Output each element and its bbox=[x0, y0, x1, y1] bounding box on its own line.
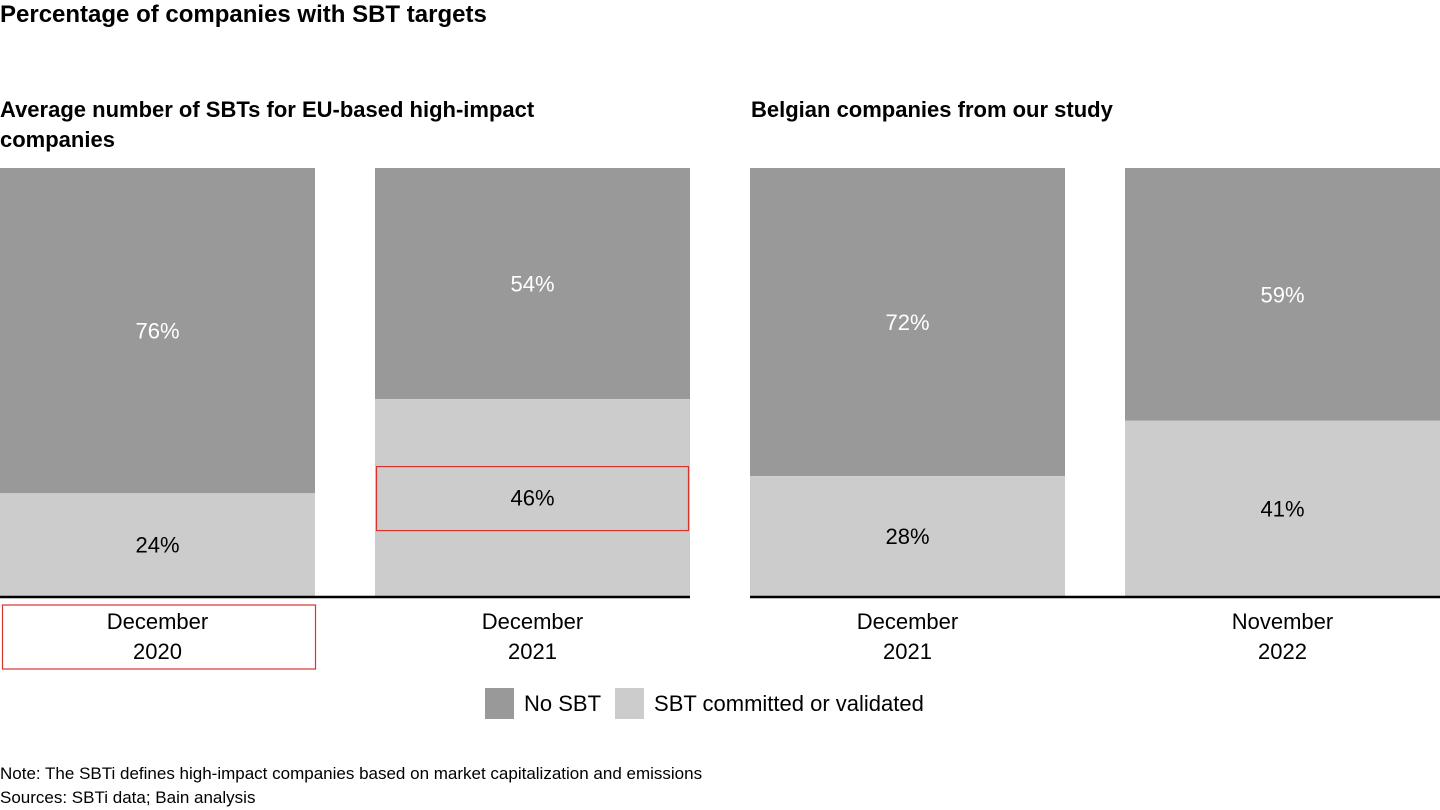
bar-committed-p1-c1 bbox=[1125, 420, 1440, 596]
bar-no-sbt-p1-c0 bbox=[750, 168, 1065, 477]
category-label-p1-c0-line1: December bbox=[857, 609, 958, 634]
label-committed-p1-c0: 28% bbox=[885, 524, 929, 549]
label-committed-p0-c1: 46% bbox=[510, 486, 554, 511]
legend: No SBT SBT committed or validated bbox=[485, 688, 938, 719]
label-committed-p0-c0: 24% bbox=[135, 533, 179, 558]
stacked-bar-chart: 76% 24% December 2020 54% 46% December 2021 72% 2… bbox=[0, 168, 1440, 670]
chart-title: Percentage of companies with SBT targets bbox=[0, 1, 487, 28]
category-label-p1-c1-line1: November bbox=[1232, 609, 1333, 634]
panel-title-eu: Average number of SBTs for EU-based high… bbox=[0, 97, 535, 152]
legend-swatch-committed bbox=[615, 688, 645, 719]
category-label-p0-c0-line2: 2020 bbox=[133, 639, 182, 664]
bar-no-sbt-p0-c1 bbox=[375, 168, 690, 400]
legend-label-no-sbt: No SBT bbox=[524, 690, 602, 716]
sources-text: Sources: SBTi data; Bain analysis bbox=[0, 788, 256, 807]
label-no-sbt-p0-c1: 54% bbox=[510, 272, 554, 297]
bar-committed-p0-c1 bbox=[375, 399, 690, 596]
legend-item-committed: SBT committed or validated bbox=[615, 688, 924, 719]
category-label-p1-c0-line2: 2021 bbox=[883, 639, 932, 664]
label-no-sbt-p1-c0: 72% bbox=[885, 310, 929, 335]
highlight-box-46 bbox=[375, 465, 690, 532]
bar-committed-p1-c0 bbox=[750, 476, 1065, 596]
panel-title-belgian: Belgian companies from our study bbox=[751, 97, 1113, 122]
bar-no-sbt-p0-c0 bbox=[0, 168, 315, 494]
label-no-sbt-p0-c0: 76% bbox=[135, 319, 179, 344]
legend-swatch-no-sbt bbox=[485, 688, 514, 719]
bar-committed-p0-c0 bbox=[0, 493, 315, 596]
category-label-p0-c0-line1: December bbox=[107, 609, 208, 634]
category-label-p1-c1-line2: 2022 bbox=[1258, 639, 1307, 664]
legend-label-committed: SBT committed or validated bbox=[654, 690, 924, 716]
label-committed-p1-c1: 41% bbox=[1260, 496, 1304, 521]
note-text: Note: The SBTi defines high-impact compa… bbox=[0, 764, 703, 783]
category-label-p0-c1-line1: December bbox=[482, 609, 583, 634]
legend-item-no-sbt: No SBT bbox=[485, 688, 601, 719]
category-label-p0-c1-line2: 2021 bbox=[508, 639, 557, 664]
bar-no-sbt-p1-c1 bbox=[1125, 168, 1440, 421]
footnotes: Note: The SBTi defines high-impact compa… bbox=[0, 762, 702, 810]
highlight-box-dec-2020 bbox=[1, 604, 317, 670]
label-no-sbt-p1-c1: 59% bbox=[1260, 282, 1304, 307]
